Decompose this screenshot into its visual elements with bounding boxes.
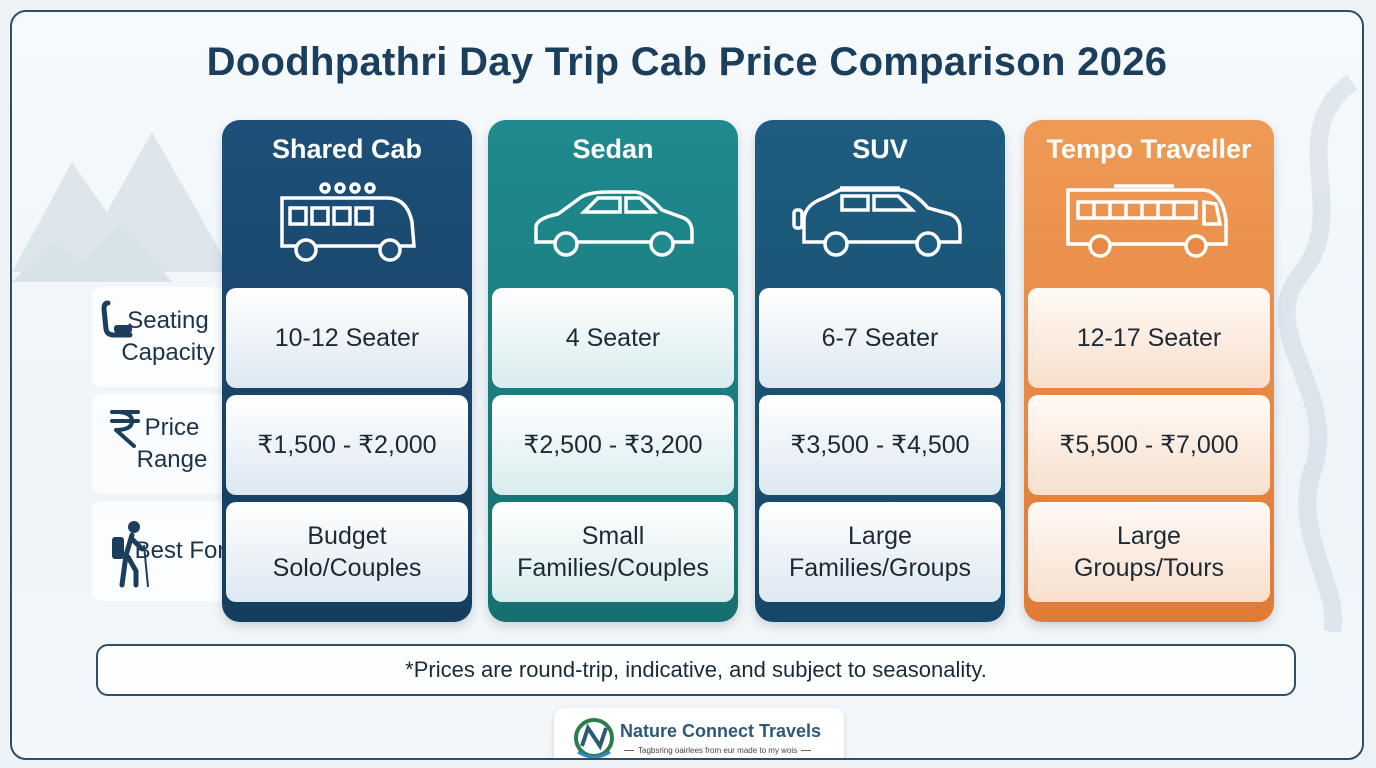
price-cell: ₹2,500 - ₹3,200 [492,395,734,495]
column-tempo-traveller: Tempo Traveller 12-17 Seater ₹5,500 - ₹7… [1024,120,1274,622]
column-shared-cab: Shared Cab 10-12 Seater ₹1,500 - ₹2,000 … [222,120,472,622]
row-label-best-for: Best For [92,501,228,601]
disclaimer-note: *Prices are round-trip, indicative, and … [96,644,1296,696]
seat-icon [101,300,133,338]
column-suv: SUV 6-7 Seater ₹3,500 - ₹4,500 Large Fam… [755,120,1005,622]
column-title: Tempo Traveller [1046,134,1252,164]
price-cell: ₹3,500 - ₹4,500 [759,395,1001,495]
row-label-seating: Seating Capacity [92,287,228,387]
seating-cell: 12-17 Seater [1028,288,1270,388]
page-title: Doodhpathri Day Trip Cab Price Compariso… [206,40,1168,84]
suv-icon [792,186,962,257]
infographic-frame: Doodhpathri Day Trip Cab Price Compariso… [10,10,1364,760]
brand-name: Nature Connect Travels [620,721,822,741]
mountain-background [12,132,232,282]
best-for-cell: Large Families/Groups [759,502,1001,602]
hiker-icon [112,521,149,588]
seating-cell: 10-12 Seater [226,288,468,388]
row-label-price: Price Range [92,394,228,494]
best-for-cell: Budget Solo/Couples [226,502,468,602]
row-label-text: Seating Capacity [121,306,215,366]
rupee-icon [110,410,140,448]
brand-tagline: Tagbsring oairlees from eur made to my w… [620,746,815,755]
row-label-text: Best For [134,536,226,564]
road-background [1277,74,1358,632]
column-sedan: Sedan 4 Seater ₹2,500 - ₹3,200 Small Fam… [488,120,738,622]
column-title: Shared Cab [271,134,423,164]
leaf-logo-icon [574,718,614,758]
seating-cell: 4 Seater [492,288,734,388]
price-cell: ₹5,500 - ₹7,000 [1028,395,1270,495]
bus-icon [1066,184,1228,258]
column-title: Sedan [572,134,654,164]
brand-logo: Nature Connect Travels Tagbsring oairlee… [554,708,844,758]
seating-cell: 6-7 Seater [759,288,1001,388]
minibus-icon [280,182,416,262]
best-for-cell: Small Families/Couples [492,502,734,602]
row-label-text: Price Range [136,413,208,473]
price-cell: ₹1,500 - ₹2,000 [226,395,468,495]
column-title: SUV [852,134,908,164]
best-for-cell: Large Groups/Tours [1028,502,1270,602]
sedan-icon [534,190,694,257]
